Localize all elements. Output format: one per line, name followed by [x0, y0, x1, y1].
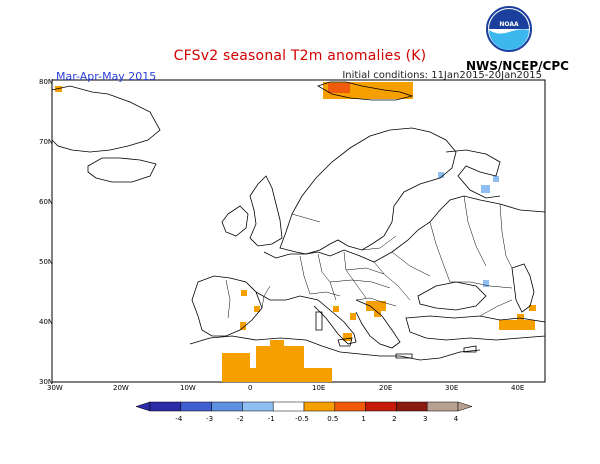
anomaly-cell-warm — [366, 301, 386, 311]
anomaly-cell-warm — [230, 368, 332, 382]
colorbar-swatch — [426, 401, 459, 412]
lon-tick-label: 10E — [312, 384, 325, 392]
lon-axis: 30W 20W 10W 0 10E 20E 30E 40E — [47, 384, 524, 392]
map-title: CFSv2 seasonal T2m anomalies (K) — [173, 48, 427, 64]
lat-tick-label: 80N — [39, 78, 53, 86]
anomaly-cell-warm — [55, 86, 62, 92]
colorbar-label: -0.5 — [295, 415, 309, 423]
lon-tick-label: 30E — [445, 384, 458, 392]
anomaly-cell-cool — [438, 172, 444, 178]
noaa-logo: NOAA — [486, 6, 532, 52]
colorbar-arrow-left — [135, 401, 151, 412]
colorbar-arrow-right — [457, 401, 473, 412]
anomaly-cell-warm — [499, 320, 535, 330]
anomaly-cell-warm — [529, 305, 536, 311]
anomaly-cell-cool — [493, 176, 499, 182]
anomaly-cell-cool — [483, 280, 489, 287]
colorbar-swatch — [242, 401, 274, 412]
colorbar-label: 0.5 — [327, 415, 338, 423]
lat-tick-label: 40N — [39, 318, 53, 326]
lon-tick-label: 20W — [113, 384, 129, 392]
lon-tick-label: 30W — [47, 384, 63, 392]
lat-tick-label: 70N — [39, 138, 53, 146]
map-frame — [51, 79, 546, 383]
colorbar-label: -3 — [206, 415, 213, 423]
colorbar-swatch — [365, 401, 397, 412]
coastlines — [51, 81, 546, 361]
lat-tick-label: 60N — [39, 198, 53, 206]
anomaly-cell-warm — [270, 340, 284, 348]
initial-conditions: Initial conditions: 11Jan2015-20Jan2015 — [342, 70, 542, 81]
lon-tick-label: 0 — [248, 384, 252, 392]
colorbar-swatch — [149, 401, 182, 412]
anomaly-cell-warm-strong — [328, 83, 350, 93]
colorbar-swatch — [180, 401, 212, 412]
colorbar-label: -2 — [237, 415, 244, 423]
lon-tick-label: 10W — [180, 384, 196, 392]
colorbar-label: -1 — [268, 415, 275, 423]
anomaly-cell-warm — [343, 333, 352, 341]
anomaly-cell-warm — [333, 306, 339, 312]
anomaly-cells — [55, 82, 536, 382]
forecast-period: Mar-Apr-May 2015 — [56, 70, 157, 83]
lat-tick-label: 30N — [39, 378, 53, 386]
lat-tick-label: 50N — [39, 258, 53, 266]
lon-tick-label: 40E — [511, 384, 524, 392]
colorbar-swatch — [303, 401, 336, 412]
colorbar-label: 1 — [361, 415, 365, 423]
colorbar-swatch — [272, 401, 305, 412]
colorbar-swatch — [211, 401, 243, 412]
colorbar-label: -4 — [175, 415, 183, 423]
anomaly-cell-warm — [240, 322, 246, 330]
country-borders — [225, 195, 513, 319]
agency-label: NWS/NCEP/CPC — [466, 59, 569, 73]
colorbar-label: 3 — [423, 415, 427, 423]
anomaly-cell-warm — [517, 314, 524, 320]
colorbar-label: 2 — [392, 415, 396, 423]
lon-tick-label: 20E — [379, 384, 392, 392]
anomaly-cell-warm — [374, 311, 381, 317]
colorbar: -4 -3 -2 -1 -0.5 0.5 1 2 3 4 — [135, 401, 473, 423]
colorbar-label: 4 — [454, 415, 459, 423]
logo-text: NOAA — [499, 21, 519, 28]
anomaly-cell-warm — [256, 346, 304, 370]
anomaly-cell-warm — [241, 290, 247, 296]
anomaly-cell-warm — [350, 313, 356, 320]
anomaly-cell-warm — [254, 306, 260, 312]
colorbar-swatch — [396, 401, 428, 412]
colorbar-swatch — [334, 401, 366, 412]
lat-axis: 80N 70N 60N 50N 40N 30N — [39, 78, 53, 386]
anomaly-cell-cool — [481, 185, 490, 193]
